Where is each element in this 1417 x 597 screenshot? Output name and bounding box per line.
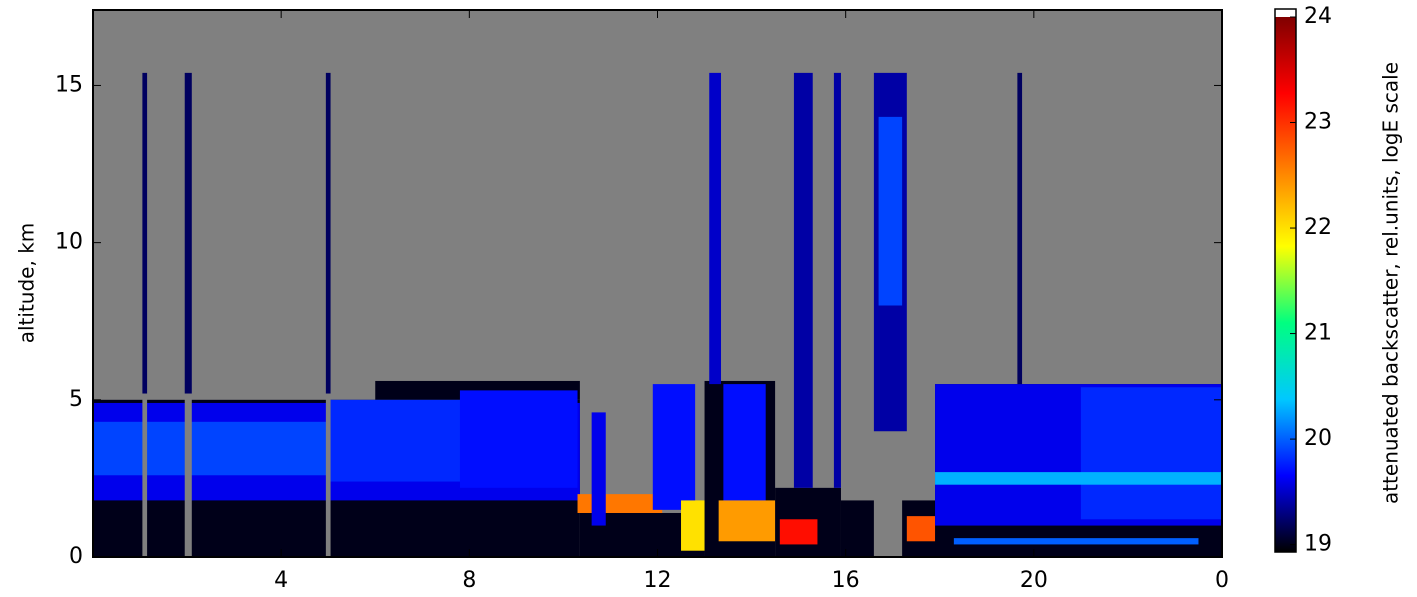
heatmap-cell [1017, 72, 1023, 385]
heatmap-cell [184, 393, 192, 557]
y-axis-label: altitude, km [15, 223, 39, 344]
heatmap-cell [591, 412, 606, 526]
colorbar-over [1275, 9, 1296, 17]
colorbar-frame [1274, 8, 1297, 553]
plot-area [93, 10, 1222, 557]
x-tick-label: 4 [274, 568, 288, 593]
y-tick-label: 15 [55, 72, 83, 97]
heatmap-cell [459, 390, 578, 488]
heatmap-cell [793, 72, 813, 488]
x-tick-label: 16 [832, 568, 860, 593]
x-tick-label: 12 [644, 568, 672, 593]
colorbar-tick-label: 24 [1304, 4, 1332, 29]
heatmap-cell [1080, 387, 1222, 520]
colorbar-tick-label: 19 [1304, 532, 1332, 557]
heatmap-cell [325, 72, 331, 394]
heatmap-cell [878, 116, 903, 306]
heatmap-cell [840, 500, 874, 557]
colorbar-tick-label: 21 [1304, 321, 1332, 346]
heatmap-cell [652, 384, 696, 510]
colorbar-tick-label: 22 [1304, 215, 1332, 240]
heatmap-cell [184, 72, 192, 394]
heatmap-cell [142, 72, 148, 394]
heatmap-cell [953, 538, 1199, 545]
heatmap-cell [709, 72, 722, 385]
colorbar-label: attenuated backscatter, rel.units, logE … [1379, 62, 1403, 504]
x-tick-label: 0 [1215, 568, 1229, 593]
heatmap-cell [142, 393, 148, 557]
y-tick-label: 5 [69, 387, 83, 412]
heatmap-cell [718, 500, 780, 542]
x-tick-label: 20 [1020, 568, 1048, 593]
heatmap-cell [325, 393, 331, 557]
colorbar-tick-label: 20 [1304, 426, 1332, 451]
colorbar-tick-label: 23 [1304, 110, 1332, 135]
heatmap-cell [779, 519, 818, 545]
heatmap-cell [723, 384, 766, 507]
y-tick-label: 10 [55, 230, 83, 255]
heatmap-cell [833, 72, 841, 488]
x-tick-label: 8 [462, 568, 476, 593]
y-tick-label: 0 [69, 544, 83, 569]
heatmap-cell [935, 472, 1222, 485]
heatmap-cell [906, 516, 940, 542]
colorbar [1275, 17, 1296, 552]
heatmap-cell [577, 494, 663, 513]
heatmap-cell [681, 500, 710, 551]
